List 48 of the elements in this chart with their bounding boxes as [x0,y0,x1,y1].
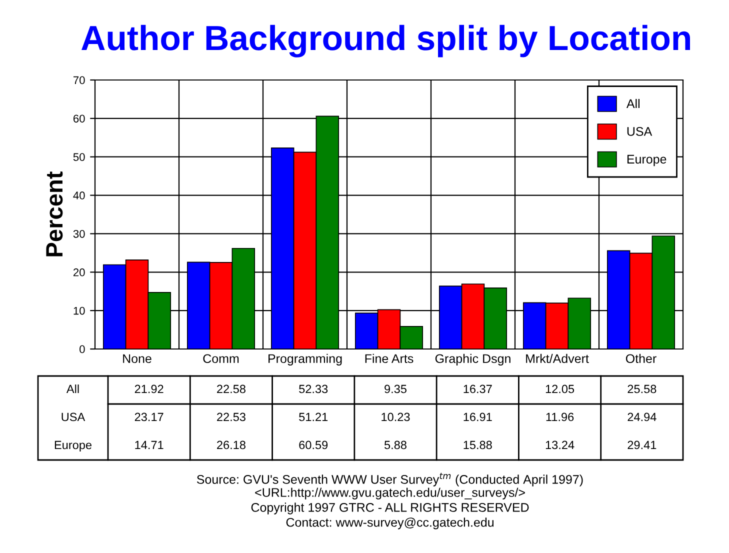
data-label: 26.18 [217,440,246,450]
data-label: 5.88 [384,440,406,450]
y-tick-label: 40 [73,192,85,200]
text: Contact: www-survey@cc.gatech.edu [286,518,494,530]
data-label: 14.71 [135,440,164,450]
source-note: Source: GVU's Seventh WWW User Survey$^{tm}$ (Conducted April 1997) [196,472,583,486]
data-label: 16.91 [464,412,492,422]
data-label: 25.58 [628,384,656,394]
y-axis-title: Percent [46,171,63,256]
y-tick-label: 10 [74,306,85,315]
text: All [66,384,79,394]
data-label: 23.17 [134,412,164,422]
text: Europe [54,440,92,452]
y-tick-label: 30 [73,230,85,238]
data-label: 60.59 [299,440,328,450]
y-tick-label: 50 [73,153,85,161]
text: USA [62,412,86,422]
text: <URL:http://www.gvu.gatech.edu/user_surveys/> [255,488,525,500]
y-tick-label: 0 [80,345,85,354]
data-label: 29.41 [628,440,656,450]
data-label: 16.37 [464,384,492,394]
data-label: 22.58 [217,384,246,394]
legend-label: USA [627,127,652,136]
data-label: 9.35 [384,384,406,394]
y-tick-label: 70 [73,76,85,84]
legend-label: All [626,98,640,108]
data-label: 22.53 [217,412,246,422]
data-label: 52.33 [299,384,328,394]
x-tick-label: None [123,354,152,364]
data-label: 24.94 [628,412,656,422]
y-tick-label: 60 [73,114,85,123]
x-tick-label: Fine Arts [365,354,414,364]
x-tick-label: Other [626,354,656,364]
data-label: 11.96 [546,412,574,422]
data-label: 12.05 [546,384,574,394]
x-tick-label: Comm [203,354,239,364]
legend-label: Europe [627,154,666,166]
data-label: 21.92 [134,384,164,394]
chart-title: Author Background split by Location [82,24,690,58]
data-label: 15.88 [464,440,492,450]
data-label: 13.24 [546,440,574,450]
x-tick-label: Graphic Dsgn [435,354,510,366]
data-label: 10.23 [382,412,410,422]
x-tick-label: Mrkt/Advert [526,354,589,364]
data-label: 51.21 [299,412,328,422]
x-tick-label: Programming [268,354,342,366]
text: Copyright 1997 GTRC - ALL RIGHTS RESERVED [251,502,529,514]
y-tick-label: 20 [73,268,85,276]
